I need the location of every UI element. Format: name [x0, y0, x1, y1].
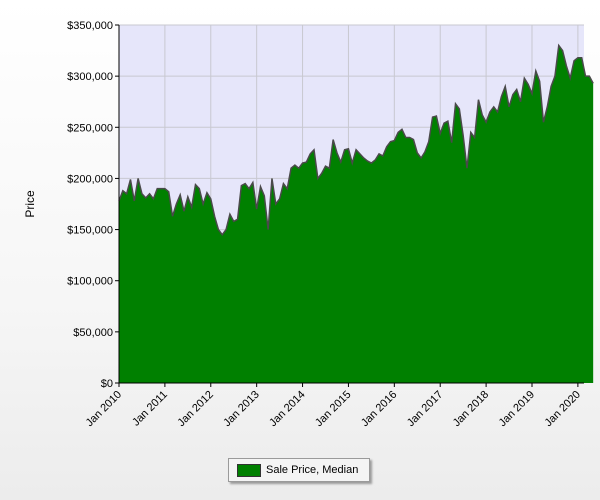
area-fill: [119, 45, 594, 383]
series-line: [118, 43, 594, 236]
y-tick-label: $350,000: [67, 20, 113, 32]
legend: Sale Price, Median: [228, 458, 370, 482]
x-tick-label: Jan 2015: [313, 389, 353, 429]
legend-label: Sale Price, Median: [266, 464, 359, 476]
area-series: [118, 43, 594, 383]
x-tick-label: Jan 2016: [359, 389, 399, 429]
y-tick-labels: $0 $50,000 $100,000 $150,000 $200,000 $250,00…: [67, 20, 119, 390]
x-tick-label: Jan 2018: [451, 389, 491, 429]
x-tick-label: Jan 2012: [175, 389, 215, 429]
y-tick-label: $100,000: [67, 276, 113, 288]
y-tick-label: $50,000: [73, 327, 113, 339]
x-tick-labels: Jan 2010 Jan 2011 Jan 2012 Jan 2013 Jan 2014…: [84, 383, 583, 429]
x-tick-label: Jan 2011: [130, 389, 170, 429]
y-tick-label: $300,000: [67, 71, 113, 83]
y-tick-label: $150,000: [67, 225, 113, 237]
x-tick-label: Jan 2014: [267, 389, 307, 429]
axes: [115, 25, 584, 387]
x-tick-label: Jan 2017: [405, 389, 445, 429]
legend-swatch: [237, 463, 261, 477]
x-tick-label: Jan 2013: [221, 389, 261, 429]
y-axis-title-group: Price: [23, 190, 37, 218]
x-tick-label: Jan 2019: [497, 389, 537, 429]
y-tick-label: $0: [101, 378, 113, 390]
y-tick-label: $250,000: [67, 122, 113, 134]
y-axis-title: Price: [23, 190, 37, 218]
x-tick-label: Jan 2010: [84, 389, 124, 429]
x-tick-label: Jan 2020: [543, 389, 583, 429]
y-tick-label: $200,000: [67, 173, 113, 185]
